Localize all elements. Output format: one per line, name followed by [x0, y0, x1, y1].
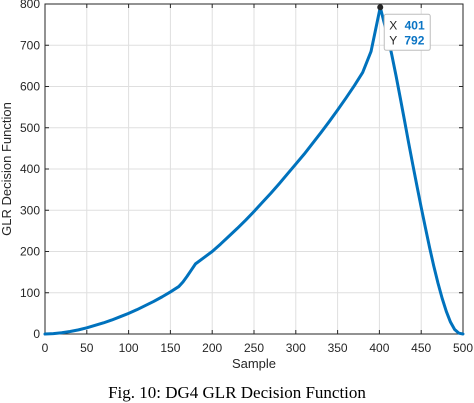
y-tick-label: 400	[20, 162, 40, 176]
grid-lines	[45, 4, 463, 334]
datatip-x-row: X 401	[389, 18, 425, 32]
x-axis-label: Sample	[232, 356, 276, 371]
datatip[interactable]: X 401 Y 792	[383, 13, 431, 51]
y-tick-label: 700	[20, 38, 40, 52]
x-tick-label: 0	[42, 341, 49, 355]
datatip-x-value: 401	[405, 18, 425, 32]
figure-caption: Fig. 10: DG4 GLR Decision Function	[108, 383, 366, 402]
x-tick-label: 200	[202, 341, 222, 355]
x-tick-label: 50	[80, 341, 94, 355]
datatip-marker[interactable]	[377, 4, 384, 11]
datatip-x-label: X	[389, 18, 397, 32]
x-tick-label: 400	[369, 341, 389, 355]
x-tick-label: 300	[286, 341, 306, 355]
y-tick-label: 800	[20, 0, 40, 11]
y-tick-label: 600	[20, 80, 40, 94]
datatip-box	[383, 13, 431, 51]
x-tick-label: 100	[119, 341, 139, 355]
y-tick-label: 500	[20, 121, 40, 135]
datatip-y-value: 792	[404, 33, 424, 47]
y-tick-label: 0	[33, 327, 40, 341]
x-tick-label: 250	[244, 341, 264, 355]
datatip-y-label: Y	[389, 33, 397, 47]
x-tick-label: 450	[411, 341, 431, 355]
y-axis-label: GLR Decision Function	[0, 102, 14, 236]
x-tick-labels: 0 50 100 150 200 250 300 350 400 450 500	[42, 341, 474, 355]
y-tick-label: 100	[20, 286, 40, 300]
series-line	[43, 5, 465, 336]
y-tick-label: 200	[20, 245, 40, 259]
x-tick-label: 350	[328, 341, 348, 355]
y-tick-labels: 0 100 200 300 400 500 600 700 800	[20, 0, 40, 341]
x-tick-label: 500	[453, 341, 473, 355]
datatip-y-row: Y 792	[389, 33, 424, 47]
y-tick-label: 300	[20, 203, 40, 217]
x-tick-label: 150	[160, 341, 180, 355]
